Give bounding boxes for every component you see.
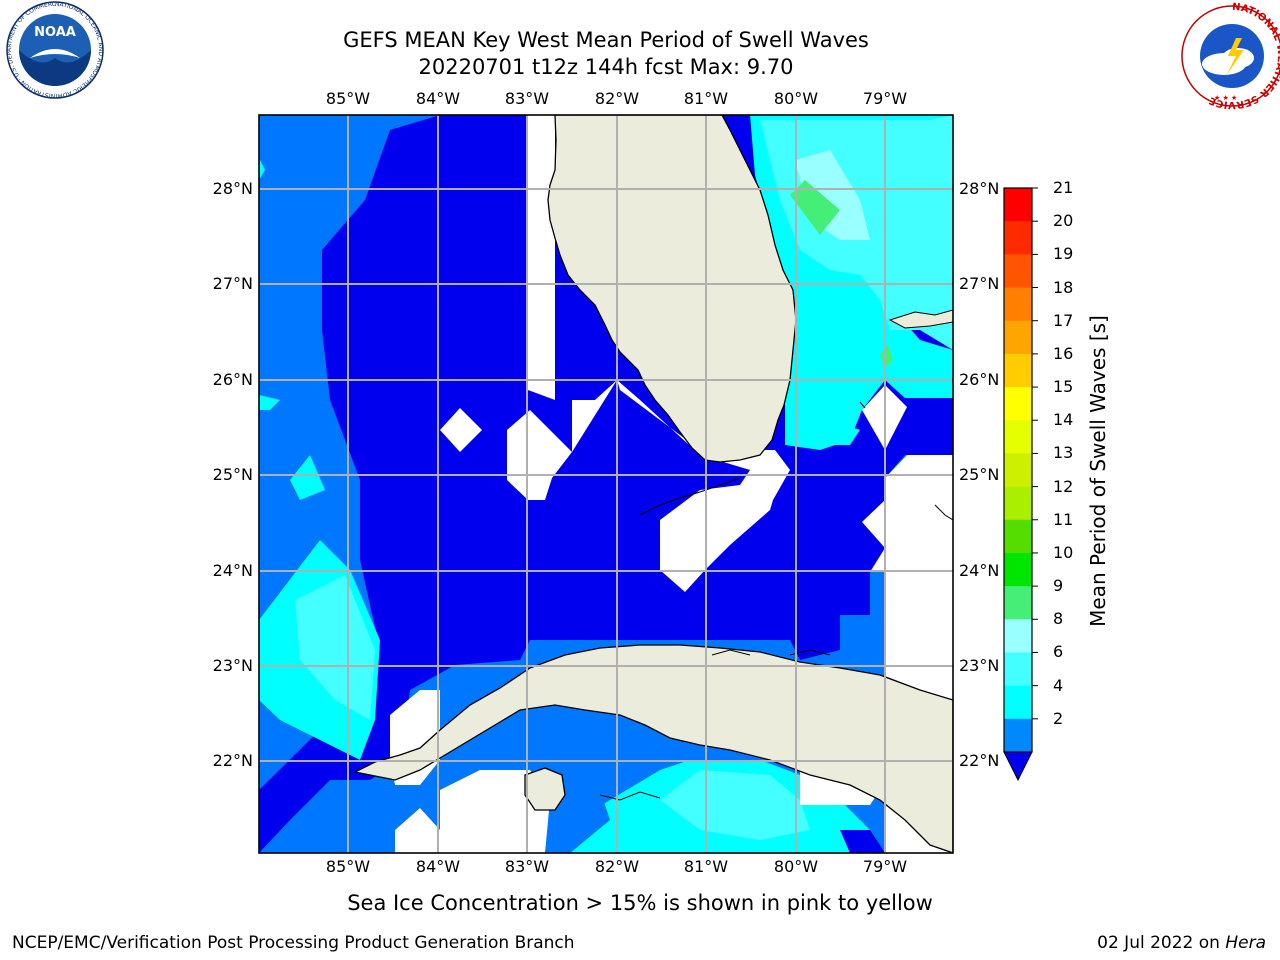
lon-tick-bottom: 83°W xyxy=(504,857,550,876)
lon-tick-top: 82°W xyxy=(594,89,640,108)
colorbar-tick-label: 15 xyxy=(1053,377,1074,397)
lon-tick-top: 84°W xyxy=(415,89,461,108)
lat-tick-right: 25°N xyxy=(959,465,1000,484)
colorbar-tick-label: 11 xyxy=(1053,509,1074,529)
colorbar-tick-label: 12 xyxy=(1053,476,1074,496)
colorbar-swatch xyxy=(1004,685,1032,720)
lat-tick-left: 26°N xyxy=(212,370,253,389)
colorbar-swatch xyxy=(1004,486,1032,521)
colorbar-tick-label: 4 xyxy=(1053,675,1064,695)
footer-machine: Hera xyxy=(1225,933,1266,953)
colorbar-swatch xyxy=(1004,619,1032,653)
svg-text:NOAA: NOAA xyxy=(34,25,76,40)
colorbar-tick-label: 8 xyxy=(1053,609,1064,629)
colorbar-tick-label: 16 xyxy=(1053,343,1074,363)
colorbar-swatch xyxy=(1004,387,1032,421)
colorbar-frame xyxy=(1003,187,1033,753)
lat-tick-right: 22°N xyxy=(959,751,1000,770)
lon-tick-top: 83°W xyxy=(504,89,550,108)
colorbar-tick-label: 17 xyxy=(1053,310,1074,330)
colorbar-tick-label: 10 xyxy=(1053,542,1074,562)
lon-tick-top: 80°W xyxy=(773,89,819,108)
lat-tick-right: 26°N xyxy=(959,370,1000,389)
lon-tick-top: 81°W xyxy=(683,89,729,108)
nws-logo: NATIONAL WEATHER SERVICE ★ ★ ★ xyxy=(1181,2,1280,110)
colorbar-tick-label: 18 xyxy=(1053,277,1074,297)
colorbar-swatch xyxy=(1004,453,1032,488)
colorbar-under-arrow xyxy=(1003,751,1033,782)
lon-tick-top: 85°W xyxy=(325,89,371,108)
lat-tick-left: 28°N xyxy=(212,179,253,198)
lon-tick-bottom: 81°W xyxy=(683,857,729,876)
lat-tick-right: 24°N xyxy=(959,561,1000,580)
colorbar-swatch xyxy=(1004,552,1032,587)
svg-text:★ ★ ★: ★ ★ ★ xyxy=(1214,94,1237,102)
lon-tick-top: 79°W xyxy=(862,89,908,108)
lat-tick-left: 24°N xyxy=(212,561,253,580)
colorbar-swatch xyxy=(1004,519,1032,554)
colorbar-tick-label: 14 xyxy=(1053,410,1074,430)
noaa-logo: NATIONAL OCEANIC AND ATMOSPHERIC ADMINIS… xyxy=(0,0,104,99)
footer-branch: NCEP/EMC/Verification Post Processing Pr… xyxy=(12,933,575,953)
map-frame xyxy=(258,114,954,854)
map-panel xyxy=(258,114,954,854)
lon-tick-bottom: 84°W xyxy=(415,857,461,876)
lon-tick-bottom: 82°W xyxy=(594,857,640,876)
colorbar-tick-label: 21 xyxy=(1053,178,1074,197)
colorbar-swatch xyxy=(1004,652,1032,687)
lat-tick-left: 27°N xyxy=(212,274,253,293)
colorbar-tick-label: 19 xyxy=(1053,244,1074,264)
footer-date-text: 02 Jul 2022 on xyxy=(1097,933,1226,953)
lat-tick-left: 25°N xyxy=(212,465,253,484)
lat-tick-right: 27°N xyxy=(959,274,1000,293)
colorbar-tick-label: 6 xyxy=(1053,642,1064,662)
lat-tick-right: 23°N xyxy=(959,656,1000,675)
lon-tick-bottom: 79°W xyxy=(862,857,908,876)
colorbar-swatch xyxy=(1004,221,1032,255)
map-title-line2: 20220701 t12z 144h fcst Max: 9.70 xyxy=(418,55,794,79)
colorbar-tick-label: 20 xyxy=(1053,211,1074,231)
lat-tick-left: 22°N xyxy=(212,751,253,770)
colorbar-swatch xyxy=(1004,188,1032,222)
colorbar-swatch xyxy=(1004,420,1032,454)
map-gridlines xyxy=(259,115,953,853)
colorbar-title: Mean Period of Swell Waves [s] xyxy=(1086,315,1110,627)
lon-tick-bottom: 85°W xyxy=(325,857,371,876)
colorbar-swatch xyxy=(1004,586,1032,620)
footer-date: 02 Jul 2022 on Hera xyxy=(1097,933,1266,953)
lon-tick-bottom: 80°W xyxy=(773,857,819,876)
colorbar-tick-label: 2 xyxy=(1053,708,1064,728)
sea-ice-note: Sea Ice Concentration > 15% is shown in … xyxy=(347,891,933,915)
map-title-line1: GEFS MEAN Key West Mean Period of Swell … xyxy=(343,28,869,52)
colorbar-swatch xyxy=(1004,254,1032,289)
colorbar-swatch xyxy=(1004,320,1032,355)
colorbar-swatch xyxy=(1004,718,1032,753)
lat-tick-right: 28°N xyxy=(959,179,1000,198)
colorbar-tick-label: 9 xyxy=(1053,576,1064,596)
colorbar-swatch xyxy=(1004,353,1032,388)
lat-tick-left: 23°N xyxy=(212,656,253,675)
colorbar-tick-label: 13 xyxy=(1053,443,1074,463)
colorbar xyxy=(1003,187,1038,782)
colorbar-swatch xyxy=(1004,287,1032,322)
